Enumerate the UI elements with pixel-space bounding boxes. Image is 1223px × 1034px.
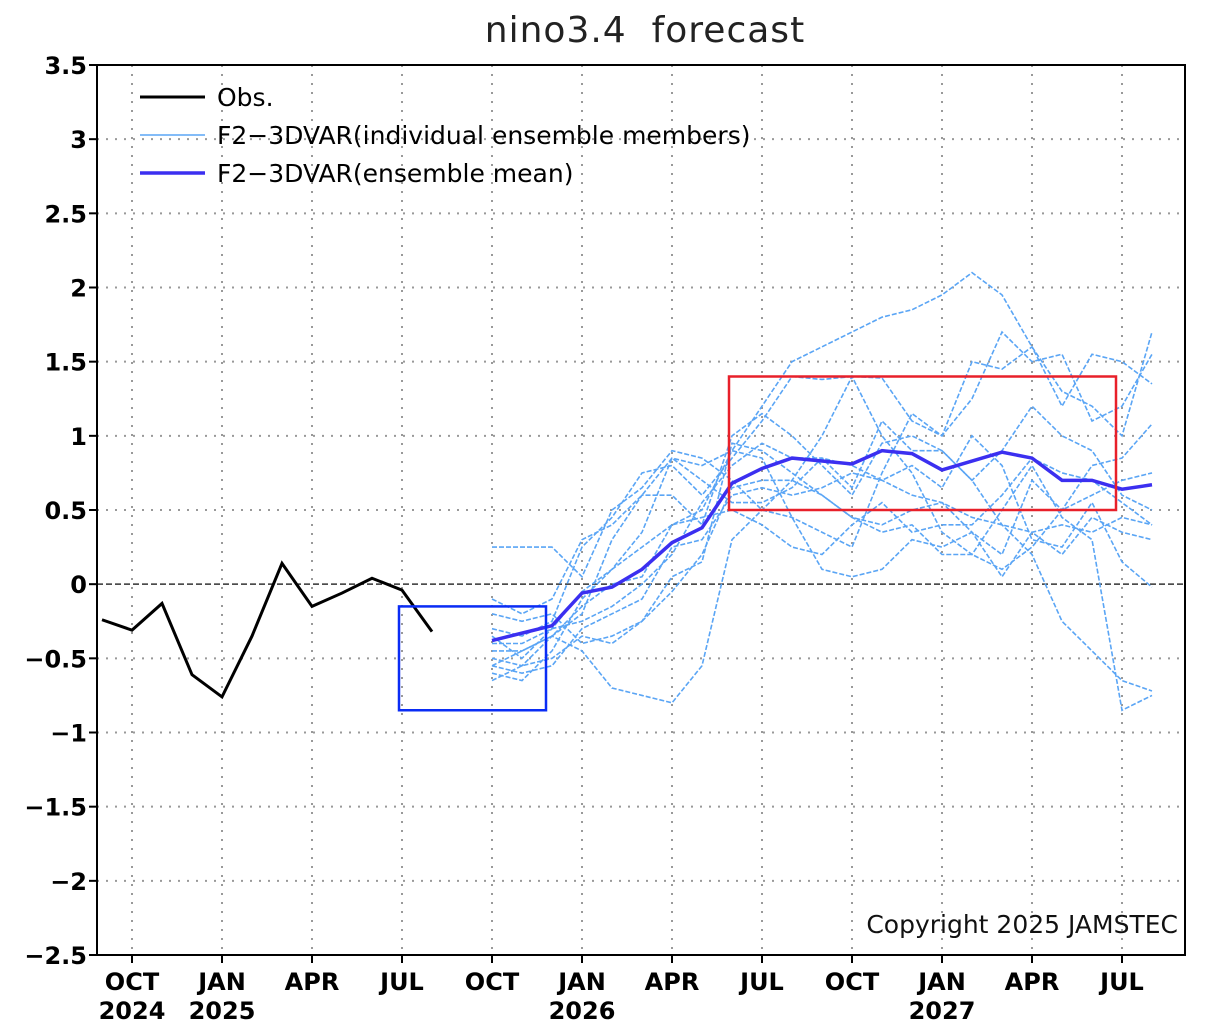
highlight-boxes xyxy=(397,375,1118,712)
highlight-box xyxy=(397,605,548,712)
x-tick-label: JUL xyxy=(738,968,784,996)
ensemble-member-line xyxy=(491,423,1153,682)
y-tick-label: 3.5 xyxy=(44,52,87,80)
ensemble-member-line xyxy=(491,457,1153,667)
x-tick-label: APR xyxy=(285,968,340,996)
x-tick-label: JAN xyxy=(196,968,246,996)
ensemble-member-line xyxy=(491,442,1153,682)
y-tick-label: 1.5 xyxy=(44,349,87,377)
x-tick-year: 2024 xyxy=(99,997,166,1025)
x-tick-label: APR xyxy=(1005,968,1060,996)
x-tick-label: JAN xyxy=(556,968,606,996)
ensemble-member-line xyxy=(492,345,1153,579)
obs-line xyxy=(101,560,434,700)
y-tick-label: −2.5 xyxy=(24,942,87,970)
ensemble-mean-line xyxy=(491,448,1153,643)
y-tick-label: 1 xyxy=(70,423,87,451)
ensemble-member-line xyxy=(491,330,1153,637)
ensemble-mean xyxy=(491,448,1153,643)
ensemble-member-line xyxy=(491,271,1153,615)
y-tick-label: 2 xyxy=(70,275,87,303)
copyright-text: Copyright 2025 JAMSTEC xyxy=(866,910,1178,939)
x-tick-label: OCT xyxy=(105,968,160,996)
legend-obs-label: Obs. xyxy=(217,83,274,112)
y-tick-label: 0.5 xyxy=(44,497,87,525)
y-tick-label: −2 xyxy=(50,868,87,896)
x-tick-year: 2027 xyxy=(909,997,976,1025)
highlight-box xyxy=(727,375,1118,512)
ensemble-member-line xyxy=(492,412,1153,692)
x-tick-label: APR xyxy=(645,968,700,996)
legend-mean-label: F2−3DVAR(ensemble mean) xyxy=(217,159,573,188)
x-tick-label: JAN xyxy=(916,968,966,996)
ensemble-members xyxy=(491,271,1153,712)
x-tick-label: OCT xyxy=(465,968,520,996)
y-tick-label: −1 xyxy=(50,720,87,748)
x-tick-year: 2026 xyxy=(549,997,616,1025)
y-tick-label: 0 xyxy=(70,571,87,599)
y-tick-label: 3 xyxy=(70,126,87,154)
ensemble-member-line xyxy=(491,472,1153,674)
observations xyxy=(101,560,434,700)
plot-frame xyxy=(96,64,1186,956)
x-tick-label: JUL xyxy=(1098,968,1144,996)
legend-members-label: F2−3DVAR(individual ensemble members) xyxy=(217,121,750,150)
x-tick-label: JUL xyxy=(378,968,424,996)
y-tick-label: −0.5 xyxy=(24,645,87,673)
y-axis: 3.5 3 2.5 2 1.5 1 0.5 0 −0.5 −1 −1.5 −2 −2.5 xyxy=(24,52,97,970)
legend: Obs. F2−3DVAR(individual ensemble member… xyxy=(140,83,750,188)
x-tick-label: OCT xyxy=(825,968,880,996)
x-tick-year: 2025 xyxy=(189,997,256,1025)
y-tick-label: −1.5 xyxy=(24,794,87,822)
ensemble-member-line xyxy=(491,472,1153,645)
y-tick-label: 2.5 xyxy=(44,200,87,228)
chart-title: nino3.4 forecast xyxy=(485,10,805,51)
ensemble-member-line xyxy=(492,404,1153,645)
ensemble-member-line xyxy=(491,434,1153,660)
